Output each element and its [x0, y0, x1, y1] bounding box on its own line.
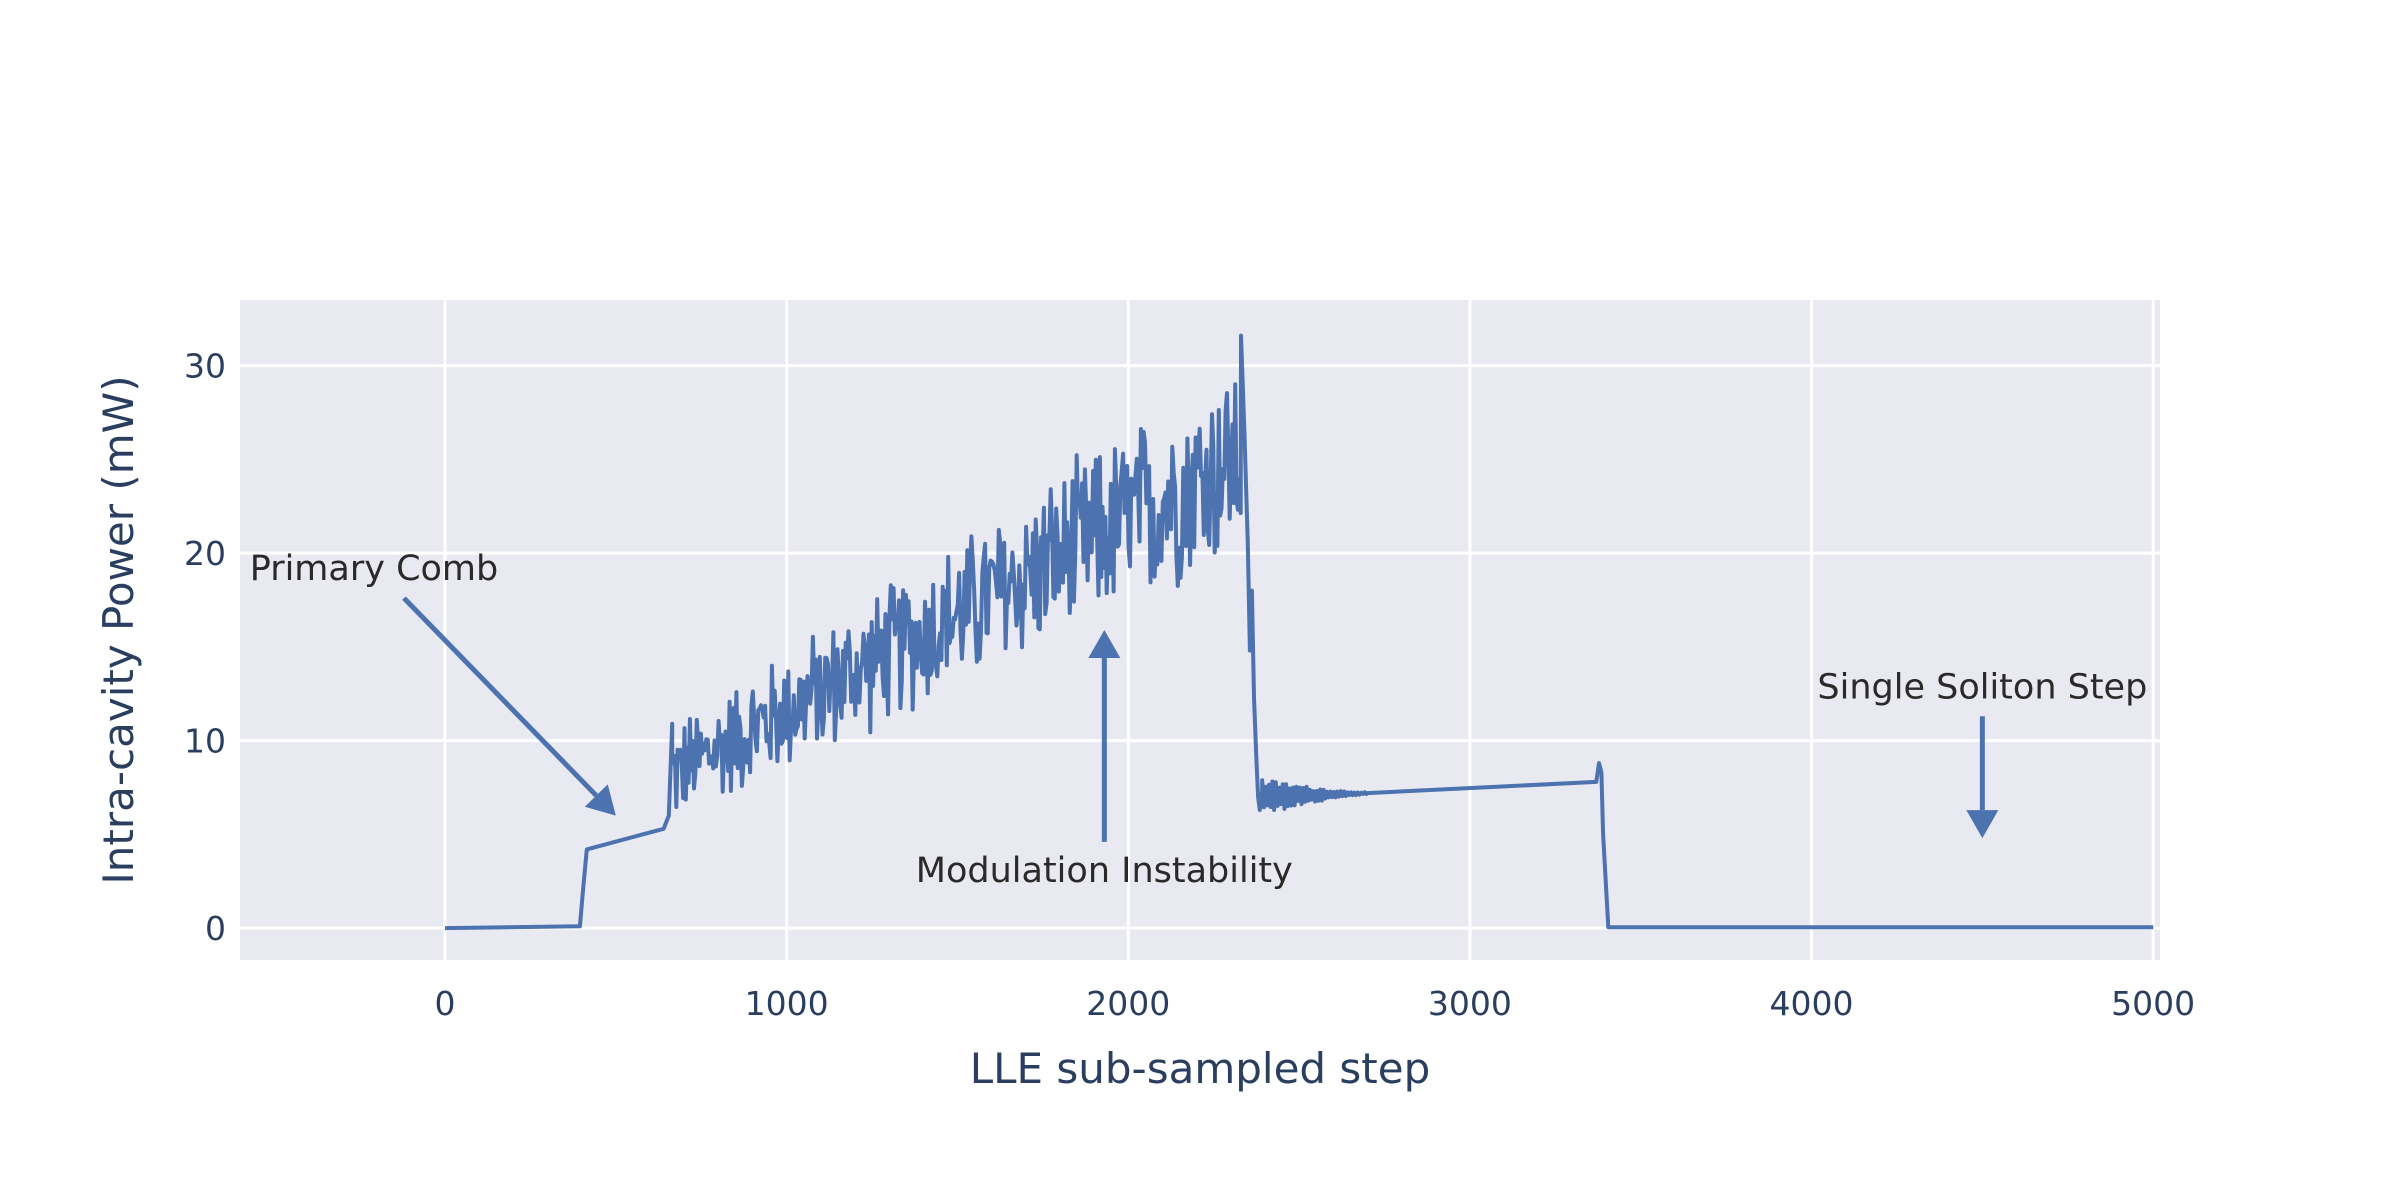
annotation-label: Primary Comb [250, 549, 499, 589]
y-tick-label: 0 [205, 909, 226, 948]
y-tick-label: 10 [184, 722, 226, 761]
y-axis-title: Intra-cavity Power (mW) [94, 375, 143, 884]
x-axis-title: LLE sub-sampled step [970, 1044, 1431, 1093]
x-tick-label: 2000 [1086, 984, 1170, 1023]
y-tick-label: 20 [184, 534, 226, 573]
tick-labels: 0 1000 2000 3000 4000 5000 0 10 20 30 [184, 347, 2195, 1023]
annotation-arrow [402, 596, 599, 798]
annotation-arrowhead [584, 784, 616, 816]
annotation-arrowhead [1966, 810, 1999, 839]
annotations: Primary Comb Modulation Instability Single… [250, 549, 2148, 891]
y-tick-label: 30 [184, 347, 226, 386]
series-layer [444, 333, 2154, 931]
annotation-arrowhead [1088, 630, 1121, 658]
x-tick-label: 3000 [1428, 984, 1512, 1023]
x-tick-label: 1000 [745, 984, 829, 1023]
x-tick-label: 5000 [2111, 984, 2195, 1023]
x-tick-label: 4000 [1770, 984, 1854, 1023]
plot-background [240, 300, 2160, 960]
annotation-label: Single Soliton Step [1817, 667, 2147, 707]
annotation-label: Modulation Instability [916, 851, 1293, 891]
series-line [444, 333, 2154, 931]
x-tick-label: 0 [434, 984, 455, 1023]
